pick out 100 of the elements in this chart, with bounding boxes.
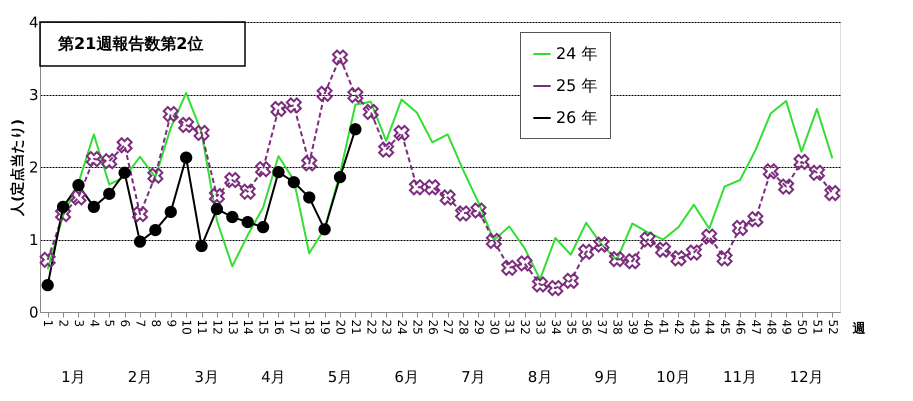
x-tick-label: 21 [348, 320, 363, 335]
x-tick-label: 20 [334, 320, 348, 335]
x-tick-label: 34 [548, 320, 563, 335]
text: 12月 [790, 368, 824, 386]
x-tick-label: 32 [518, 320, 532, 335]
text: 3月 [194, 368, 219, 386]
x-tick-label: 48 [764, 320, 778, 335]
point [318, 223, 331, 236]
point [88, 200, 100, 213]
point [162, 106, 179, 122]
point [178, 116, 194, 133]
point [424, 179, 440, 196]
point [86, 151, 102, 168]
x-tick-label: 41 [656, 320, 671, 335]
point [701, 228, 718, 245]
text: 5月 [328, 368, 352, 386]
annotation: 第21週報告数第2位 [57, 34, 204, 53]
legend-label: 26 年 [556, 108, 598, 127]
point [103, 188, 116, 200]
x-tick-label: 31 [502, 320, 517, 335]
point [134, 236, 146, 248]
x-tick-label: 46 [734, 320, 748, 335]
point [808, 164, 825, 181]
point [716, 250, 733, 266]
point [732, 220, 748, 236]
y-tick-label: 0 [28, 304, 38, 322]
y-tick-label: 1 [28, 231, 38, 249]
x-tick-label: 3 [72, 320, 86, 328]
x-tick-label: 40 [641, 320, 656, 335]
x-tick-label: 33 [534, 320, 548, 335]
x-tick-label: 15 [256, 320, 271, 335]
point [164, 206, 177, 218]
point [270, 101, 286, 117]
point [301, 155, 318, 172]
x-tick-label: 52 [826, 320, 840, 335]
point [226, 210, 238, 224]
point [224, 172, 240, 188]
point [640, 232, 656, 248]
x-tick-label: 37 [595, 320, 610, 335]
point [470, 202, 486, 218]
point [101, 153, 118, 170]
x-tick-label: 39 [626, 320, 640, 335]
x-tick-label: 26 [426, 320, 440, 335]
text: 9月 [594, 368, 619, 386]
point [362, 104, 379, 120]
point [288, 176, 300, 188]
x-tick-label: 36 [580, 320, 594, 335]
point [72, 179, 85, 192]
point [208, 188, 225, 204]
x-tick-label: 13 [226, 320, 240, 335]
text: 1月 [61, 368, 86, 386]
point [242, 216, 254, 228]
point [686, 244, 702, 261]
x-tick-label: 23 [380, 320, 394, 335]
point [547, 280, 564, 296]
point [240, 184, 256, 200]
point [440, 189, 456, 206]
x-tick-label: 4 [87, 320, 102, 328]
x-tick-label: 1 [41, 320, 56, 328]
point [256, 221, 270, 234]
x-tick-label: 42 [672, 320, 686, 335]
x-tick-label: 10 [180, 320, 194, 335]
x-tick-label: 38 [610, 320, 624, 335]
x-tick-label: 9 [164, 320, 178, 328]
point [347, 87, 364, 104]
point [747, 211, 764, 228]
point [180, 151, 192, 164]
x-tick-label: 44 [702, 320, 717, 335]
legend-label: 25 年 [556, 76, 598, 95]
x-tick-label: 22 [364, 320, 378, 335]
x-tick-label: 18 [302, 320, 317, 335]
x-tick-label: 12 [210, 320, 224, 335]
x-tick-label: 45 [718, 320, 732, 335]
point [194, 124, 210, 141]
point [655, 242, 672, 258]
x-tick-label: 35 [564, 320, 578, 335]
point [332, 50, 348, 66]
x-tick-label: 2 [56, 320, 71, 328]
point [532, 276, 548, 292]
point [42, 279, 54, 292]
point [56, 200, 70, 213]
point [516, 255, 533, 272]
point [578, 244, 594, 260]
x-tick-label: 30 [487, 320, 502, 335]
x-tick-label: 50 [795, 320, 810, 335]
x-tick-label: 25 [410, 320, 424, 335]
point [394, 124, 410, 141]
text: 10月 [656, 368, 690, 386]
x-axis-title: 週 [852, 322, 866, 336]
x-tick-label: 29 [472, 320, 486, 335]
point [670, 250, 686, 266]
point [55, 206, 72, 222]
legend-label: 24 年 [556, 44, 598, 63]
point [778, 178, 794, 195]
y-tick-label: 3 [28, 86, 38, 104]
point [334, 171, 346, 184]
point [147, 168, 164, 184]
text: 6月 [394, 368, 419, 386]
point [501, 260, 518, 276]
point [40, 252, 56, 268]
